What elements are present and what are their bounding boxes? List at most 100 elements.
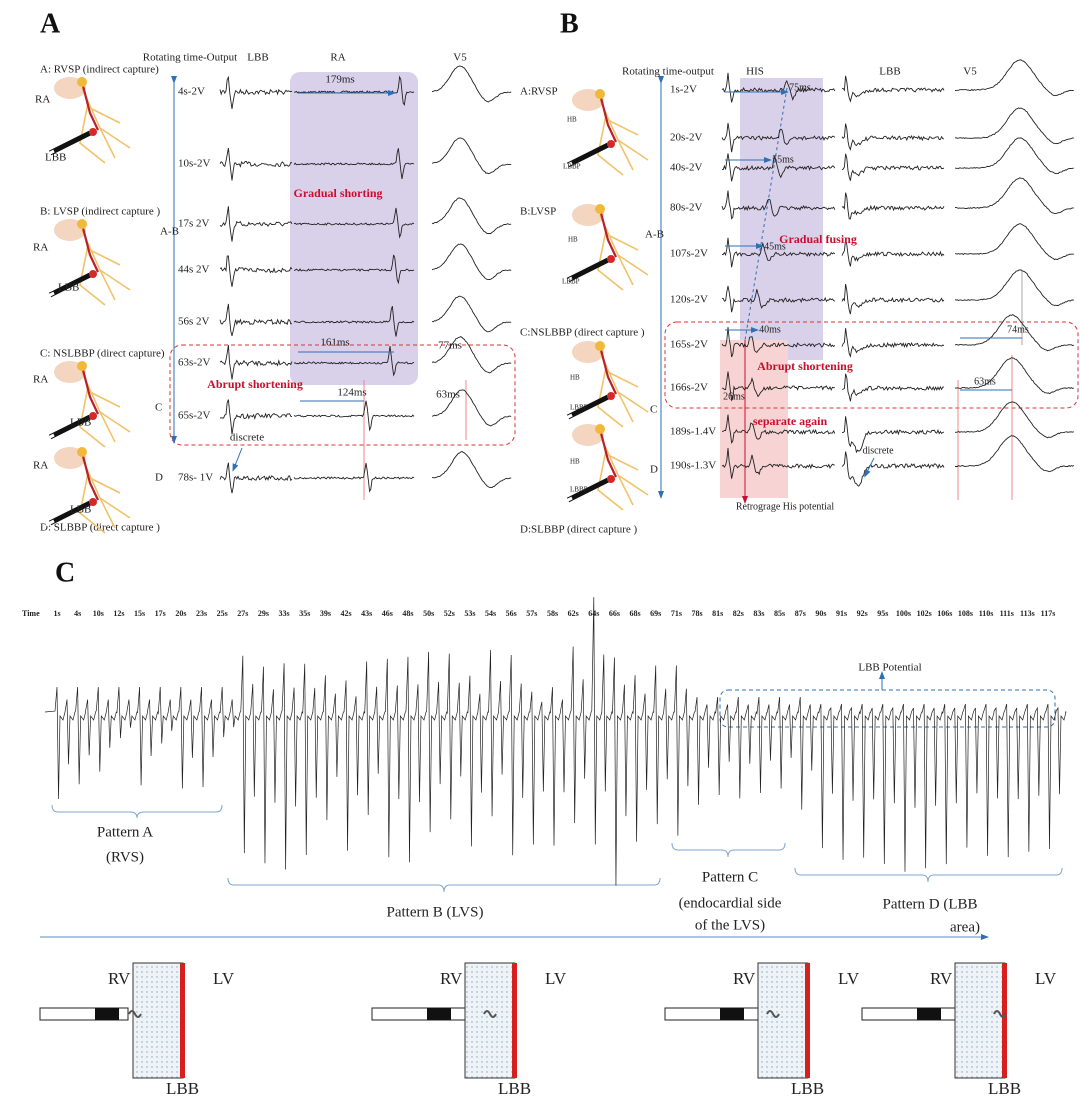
time-tick: 91s (836, 609, 847, 618)
row-label: 65s-2V (178, 410, 210, 422)
lead-band (720, 1008, 744, 1020)
ecg-trace (431, 197, 512, 234)
ecg-trace (954, 137, 1074, 175)
dashed-box (719, 689, 1056, 728)
diagram-label: RA (33, 374, 48, 386)
column-header: Rotating time-Output (143, 52, 237, 64)
annotation: 179ms (325, 74, 354, 86)
stage-label: B:LVSP (520, 206, 556, 218)
ecg-trace (954, 269, 1074, 306)
annotation: separate again (753, 414, 828, 428)
ecg-trace (955, 401, 1074, 439)
ecg-trace (293, 462, 415, 493)
ecg-trace (219, 462, 293, 494)
lbb-line (512, 963, 517, 1078)
annotation: 74ms (1007, 324, 1029, 335)
diagram-label: RA (35, 94, 50, 106)
row-label: 120s-2V (670, 294, 708, 306)
column-header: HIS (746, 66, 764, 78)
pointer (864, 457, 875, 478)
annotation: 26ms (723, 391, 745, 402)
row-label: 56s 2V (178, 316, 210, 328)
ecg-trace (219, 255, 293, 287)
branches (597, 434, 649, 511)
stage-label: A: RVSP (indirect capture) (40, 64, 159, 76)
ecg-trace (954, 435, 1075, 473)
ecg-trace (841, 328, 945, 358)
node (77, 219, 87, 229)
ecg-trace (721, 327, 836, 358)
ecg-trace (431, 336, 512, 374)
time-tick: 52s (444, 609, 455, 618)
time-tick: 33s (279, 609, 290, 618)
bracket (794, 867, 1063, 883)
ecg-trace (721, 153, 836, 182)
ecg-trace (841, 451, 945, 487)
ecg-trace (721, 122, 836, 153)
row-label: 1s-2V (670, 84, 697, 96)
node (595, 424, 605, 434)
ecg-trace (842, 416, 945, 454)
node (595, 89, 605, 99)
ecg-trace (219, 75, 293, 109)
ecg-trace (293, 346, 415, 377)
conduction (80, 81, 99, 131)
ecg-trace (841, 153, 945, 181)
time-tick: 58s (547, 609, 558, 618)
diagram-label: LV (213, 969, 235, 988)
group-label: D (650, 464, 658, 476)
time-tick: 1s (53, 609, 60, 618)
ecg-trace (431, 295, 512, 333)
row-label: 4s-2V (178, 86, 205, 98)
time-tick: 12s (113, 609, 124, 618)
pattern-label: Pattern A (97, 824, 153, 840)
time-tick: 15s (134, 609, 145, 618)
annotation: Gradual fusing (779, 232, 857, 246)
lead-band (917, 1008, 941, 1020)
ecg-trace (219, 345, 293, 380)
capture (607, 255, 615, 263)
helix (993, 1010, 1007, 1018)
time-tick: 78s (691, 609, 702, 618)
time-tick: 10s (93, 609, 104, 618)
panel-label: A (40, 8, 61, 39)
ecg-trace (431, 65, 512, 103)
row-label: 166s-2V (670, 382, 708, 394)
row-label: 44s 2V (178, 264, 210, 276)
time-tick: 68s (630, 609, 641, 618)
diagram-label: RV (733, 969, 756, 988)
ecg-trace (431, 243, 512, 281)
stage-label: D: SLBBP (direct capture ) (40, 522, 160, 534)
row-label: 189s-1.4V (670, 426, 716, 438)
column-header: RA (330, 52, 345, 64)
branches (597, 214, 649, 291)
stage-label: D:SLBBP (direct capture ) (520, 524, 638, 536)
time-tick: 42s (340, 609, 351, 618)
ecg-trace (293, 148, 415, 179)
ecg-trace (431, 137, 512, 175)
row-label: 40s-2V (670, 162, 702, 174)
ecg-trace (721, 237, 836, 268)
time-tick: 111s (1000, 609, 1014, 618)
conduction (598, 345, 617, 395)
lead (48, 130, 92, 156)
time-tick: 90s (815, 609, 826, 618)
diagram-label: RV (440, 969, 463, 988)
capture (89, 128, 97, 136)
ecg-trace (721, 190, 836, 220)
time-tick: 46s (382, 609, 393, 618)
diagram-label: HB (567, 116, 577, 124)
group-label: C (155, 402, 162, 414)
node (595, 341, 605, 351)
ecg-trace (721, 448, 835, 479)
time-tick: 117s (1041, 609, 1056, 618)
time-tick: 17s (155, 609, 166, 618)
lead-tip (45, 433, 55, 441)
annotation: 63ms (436, 389, 460, 401)
ecg-trace (954, 357, 1074, 395)
node (77, 77, 87, 87)
diagram-label: LBB (58, 282, 79, 294)
time-tick: 102s (917, 609, 932, 618)
dashed-box (169, 344, 516, 446)
stage-label: A:RVSP (520, 86, 558, 98)
